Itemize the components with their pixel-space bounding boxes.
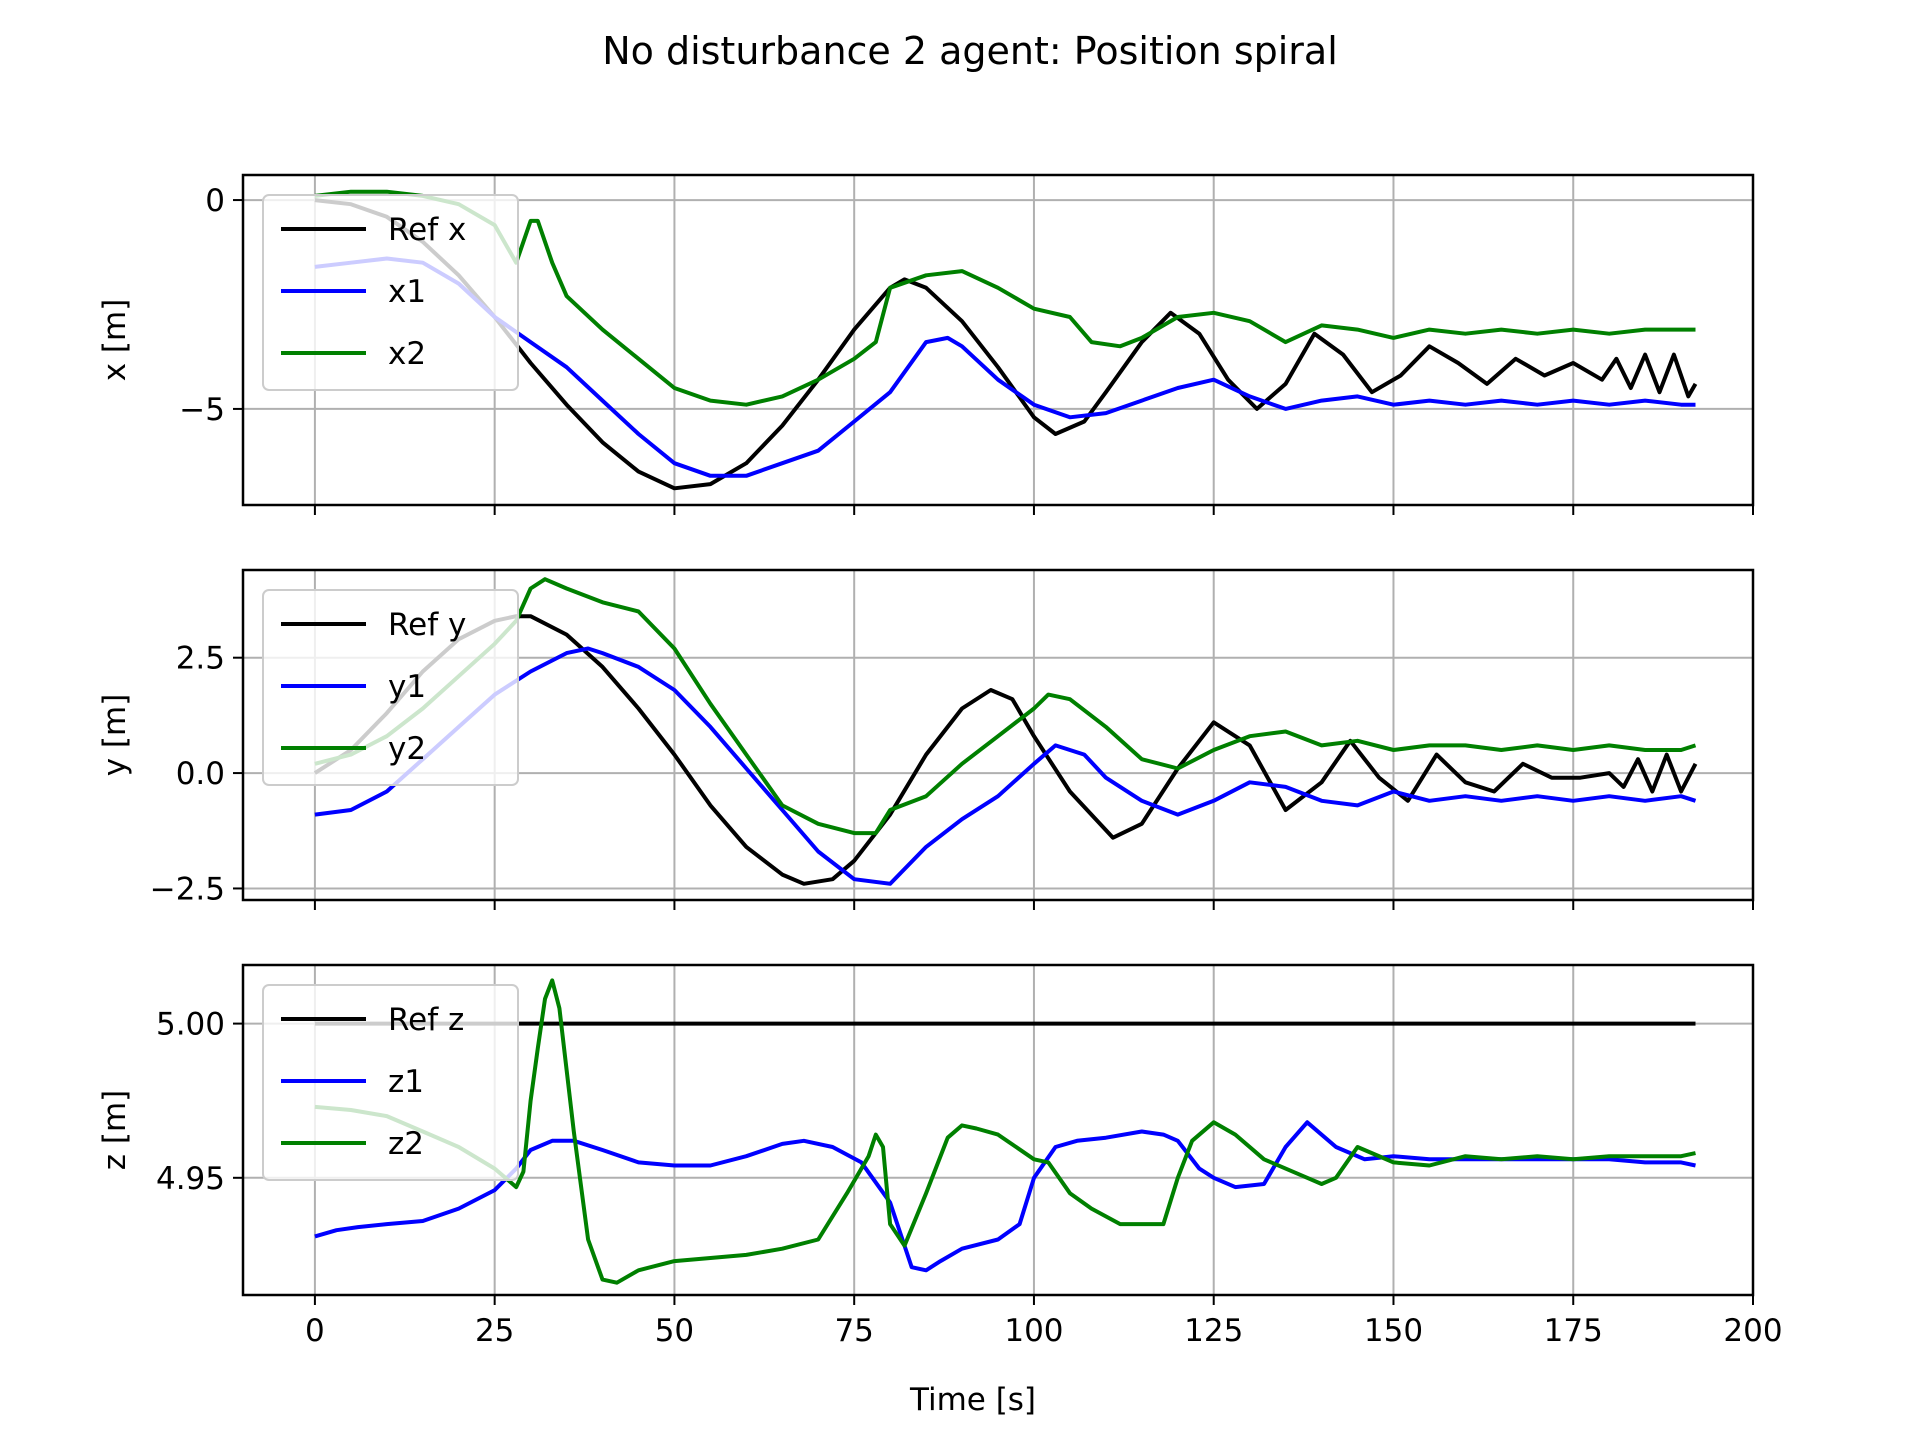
series-line-y2 (314, 577, 1697, 836)
legend-box (262, 194, 519, 391)
x-tick-label: 100 (1004, 1313, 1063, 1349)
axes-frame (241, 173, 1755, 507)
y-tick-label: 4.95 (156, 1161, 225, 1197)
y-axis-label: z [m] (97, 1090, 133, 1171)
x-tick-label: 25 (475, 1313, 514, 1349)
series-line-ref-x (314, 198, 1698, 491)
axes-frame (241, 963, 1755, 1297)
legend-box (262, 984, 519, 1181)
legend-label: Ref x (388, 212, 466, 248)
panel-x: 0 −5 x [m] Ref x x1 x2 (97, 173, 1755, 515)
x-tick-label: 125 (1184, 1313, 1243, 1349)
y-axis-label: y [m] (97, 694, 133, 777)
x-tick-label: 75 (834, 1313, 873, 1349)
y-tick-label: 2.5 (176, 641, 225, 677)
panel-z: 0 25 50 75 100 125 150 175 200 5.00 4.95 z [m] Ref z… (97, 963, 1783, 1349)
y-axis-label: x [m] (97, 299, 133, 382)
series-line-z2 (314, 978, 1696, 1285)
legend-label: y1 (388, 669, 426, 705)
legend: Ref x x1 x2 (262, 194, 519, 391)
x-axis-label: Time [s] (909, 1382, 1036, 1418)
series-line-x1 (314, 256, 1696, 478)
x-tick-label: 150 (1364, 1313, 1423, 1349)
series-line-z1 (314, 1120, 1696, 1273)
series-line-y1 (314, 646, 1697, 886)
legend-label: x1 (388, 274, 426, 310)
legend-box (262, 589, 519, 786)
y-tick-label: 0 (205, 183, 225, 219)
panel-y: 2.5 0.0 −2.5 y [m] Ref y y1 y2 (97, 568, 1755, 910)
series-line-x2 (314, 189, 1696, 407)
figure-title: No disturbance 2 agent: Position spiral (602, 29, 1338, 73)
legend: Ref z z1 z2 (262, 984, 519, 1181)
y-tick-label: 0.0 (176, 756, 225, 792)
legend-label: y2 (388, 731, 426, 767)
legend-label: z1 (388, 1064, 424, 1100)
y-tick-label: −2.5 (150, 871, 225, 907)
legend: Ref y y1 y2 (262, 589, 519, 786)
legend-label: x2 (388, 336, 426, 372)
legend-label: Ref y (388, 607, 466, 643)
y-tick-label: 5.00 (156, 1007, 225, 1043)
y-tick-label: −5 (179, 392, 225, 428)
series-line-ref-y (313, 614, 1698, 886)
x-tick-label: 200 (1723, 1313, 1782, 1349)
x-tick-label: 0 (305, 1313, 325, 1349)
legend-label: Ref z (388, 1002, 464, 1038)
axes-frame (241, 568, 1755, 902)
legend-label: z2 (388, 1126, 424, 1162)
x-tick-label: 175 (1544, 1313, 1603, 1349)
x-tick-label: 50 (655, 1313, 694, 1349)
